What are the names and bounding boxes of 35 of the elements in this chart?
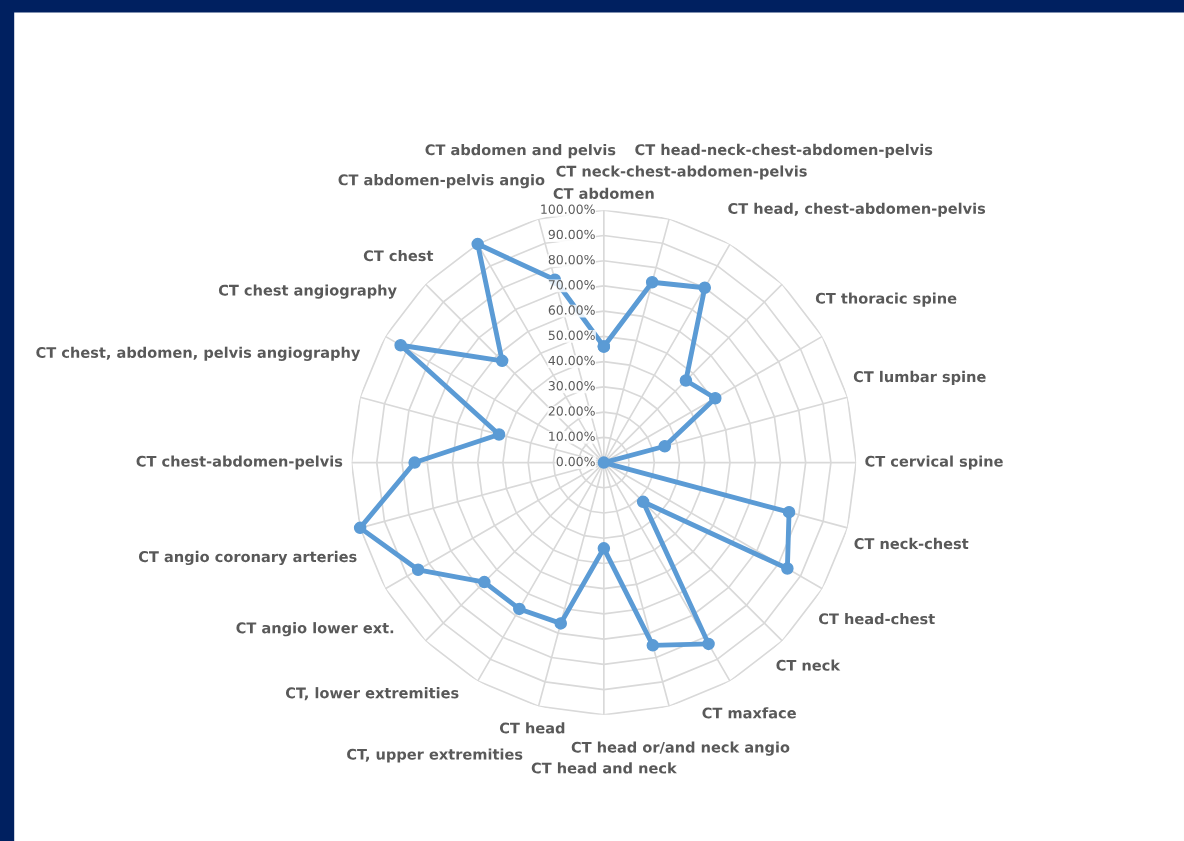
spoke-label: CT lumbar spine bbox=[853, 370, 986, 385]
spoke-label: CT cervical spine bbox=[865, 455, 1003, 470]
spoke-label: CT head and neck bbox=[531, 762, 677, 774]
y-tick-label: 20.00% bbox=[548, 406, 595, 416]
spoke-label: CT neck bbox=[776, 659, 841, 671]
spoke-label: CT neck-chest bbox=[854, 537, 969, 550]
spoke-label: CT, upper extremities bbox=[347, 748, 523, 763]
spoke-label: CT chest bbox=[363, 249, 434, 262]
spoke-label: CT chest angiography bbox=[218, 284, 397, 299]
spoke-label: CT head-neck-chest-abdomen-pelvis bbox=[635, 143, 933, 158]
spoke-label: CT abdomen and pelvis bbox=[425, 144, 616, 159]
spoke-label: CT head, chest-abdomen-pelvis bbox=[728, 202, 986, 217]
y-tick-label: 60.00% bbox=[548, 305, 595, 315]
y-tick-label: 70.00% bbox=[548, 280, 595, 290]
y-tick-label: 30.00% bbox=[548, 381, 595, 391]
spoke-label: CT thoracic spine bbox=[815, 292, 957, 307]
y-tick-label: 50.00% bbox=[548, 330, 595, 341]
spoke-label: CT abdomen bbox=[553, 187, 654, 199]
spoke-label: CT angio coronary arteries bbox=[138, 550, 357, 566]
spoke-label: CT abdomen-pelvis angio bbox=[338, 174, 545, 189]
y-tick-label: 80.00% bbox=[548, 254, 595, 265]
spoke-label: CT neck-chest-abdomen-pelvis bbox=[556, 165, 807, 180]
spoke-label: CT head bbox=[499, 722, 565, 734]
spoke-label: CT head or/and neck angio bbox=[571, 741, 790, 756]
y-tick-label: 10.00% bbox=[549, 431, 595, 441]
spoke-label: CT, lower extremities bbox=[285, 687, 459, 701]
y-tick-label: 0.00% bbox=[556, 456, 595, 467]
spoke-label: CT head-chest bbox=[818, 613, 935, 625]
y-tick-label: 90.00% bbox=[548, 229, 595, 240]
spoke-label: CT angio lower ext. bbox=[236, 622, 394, 637]
spoke-label: CT chest-abdomen-pelvis bbox=[136, 455, 343, 470]
spoke-label: CT chest, abdomen, pelvis angiography bbox=[36, 346, 361, 361]
y-tick-label: 40.00% bbox=[548, 355, 595, 366]
spoke-label: CT maxface bbox=[702, 707, 796, 719]
y-tick-label: 100.00% bbox=[541, 204, 595, 214]
